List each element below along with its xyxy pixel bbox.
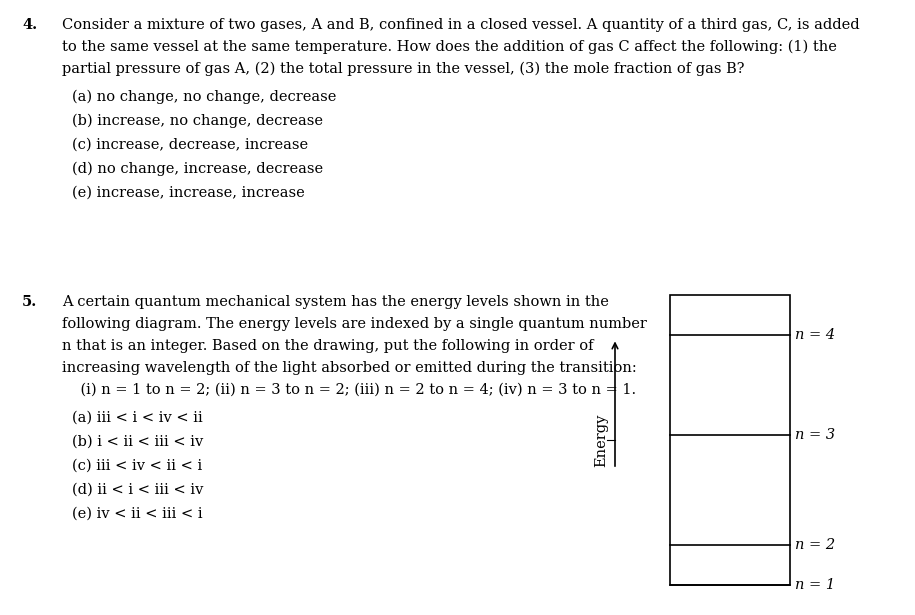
Text: (a) no change, no change, decrease: (a) no change, no change, decrease — [72, 90, 337, 105]
Text: Consider a mixture of two gases, A and B, confined in a closed vessel. A quantit: Consider a mixture of two gases, A and B… — [62, 18, 859, 32]
Text: Energy: Energy — [594, 413, 608, 467]
Text: n = 4: n = 4 — [795, 328, 835, 342]
Text: (i) n = 1 to n = 2; (ii) n = 3 to n = 2; (iii) n = 2 to n = 4; (iv) n = 3 to n =: (i) n = 1 to n = 2; (ii) n = 3 to n = 2;… — [62, 383, 636, 397]
Text: (e) iv < ii < iii < i: (e) iv < ii < iii < i — [72, 507, 202, 521]
Text: (e) increase, increase, increase: (e) increase, increase, increase — [72, 186, 305, 200]
Text: (b) increase, no change, decrease: (b) increase, no change, decrease — [72, 114, 323, 129]
Text: n = 2: n = 2 — [795, 538, 835, 552]
Text: to the same vessel at the same temperature. How does the addition of gas C affec: to the same vessel at the same temperatu… — [62, 40, 837, 54]
Text: n = 3: n = 3 — [795, 428, 835, 442]
Text: A certain quantum mechanical system has the energy levels shown in the: A certain quantum mechanical system has … — [62, 295, 608, 309]
Text: 4.: 4. — [22, 18, 38, 32]
Text: n that is an integer. Based on the drawing, put the following in order of: n that is an integer. Based on the drawi… — [62, 339, 594, 353]
Text: (d) no change, increase, decrease: (d) no change, increase, decrease — [72, 162, 323, 177]
Text: (c) iii < iv < ii < i: (c) iii < iv < ii < i — [72, 459, 202, 473]
Text: (b) i < ii < iii < iv: (b) i < ii < iii < iv — [72, 435, 203, 449]
Text: partial pressure of gas A, (2) the total pressure in the vessel, (3) the mole fr: partial pressure of gas A, (2) the total… — [62, 62, 745, 76]
Text: increasing wavelength of the light absorbed or emitted during the transition:: increasing wavelength of the light absor… — [62, 361, 637, 375]
Text: 5.: 5. — [22, 295, 38, 309]
Text: (d) ii < i < iii < iv: (d) ii < i < iii < iv — [72, 483, 203, 497]
Bar — [670, 295, 790, 585]
Text: (c) increase, decrease, increase: (c) increase, decrease, increase — [72, 138, 308, 152]
Text: following diagram. The energy levels are indexed by a single quantum number: following diagram. The energy levels are… — [62, 317, 647, 331]
Text: (a) iii < i < iv < ii: (a) iii < i < iv < ii — [72, 411, 203, 425]
Text: n = 1: n = 1 — [795, 578, 835, 592]
